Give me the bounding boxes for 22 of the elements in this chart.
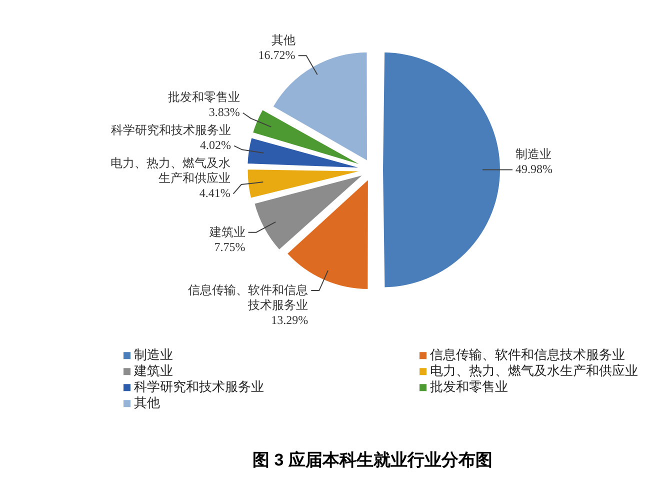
data-label: 16.72% — [258, 48, 296, 62]
data-label: 13.29% — [271, 313, 308, 328]
legend-label: 建筑业 — [133, 363, 173, 378]
slice-label: 其他 — [271, 33, 296, 48]
data-label: 4.41% — [199, 186, 230, 200]
slice-label: 电力、热力、燃气及水生产和供应业 — [110, 156, 230, 186]
slice-label: 信息传输、软件和信息技术服务业 — [188, 283, 308, 312]
legend-label: 信息传输、软件和信息技术服务业 — [430, 347, 625, 362]
data-label: 4.02% — [200, 138, 232, 152]
legend-label: 批发和零售业 — [430, 379, 508, 394]
slice-label: 科学研究和技术服务业 — [111, 123, 232, 138]
legend-label: 制造业 — [134, 347, 173, 362]
data-label: 7.75% — [214, 240, 246, 254]
slice-label: 制造业 — [516, 147, 552, 162]
data-label: 49.98% — [516, 162, 552, 176]
slice-label: 建筑业 — [209, 224, 246, 239]
legend-label: 科学研究和技术服务业 — [134, 379, 264, 394]
slice-label: 批发和零售业 — [168, 90, 240, 104]
legend-label: 电力、热力、燃气及水生产和供应业 — [430, 363, 638, 378]
text: 图 3 应届本科生就业行业分布图 — [252, 450, 492, 470]
data-label: 3.83% — [208, 105, 240, 120]
legend-label: 其他 — [134, 395, 160, 410]
